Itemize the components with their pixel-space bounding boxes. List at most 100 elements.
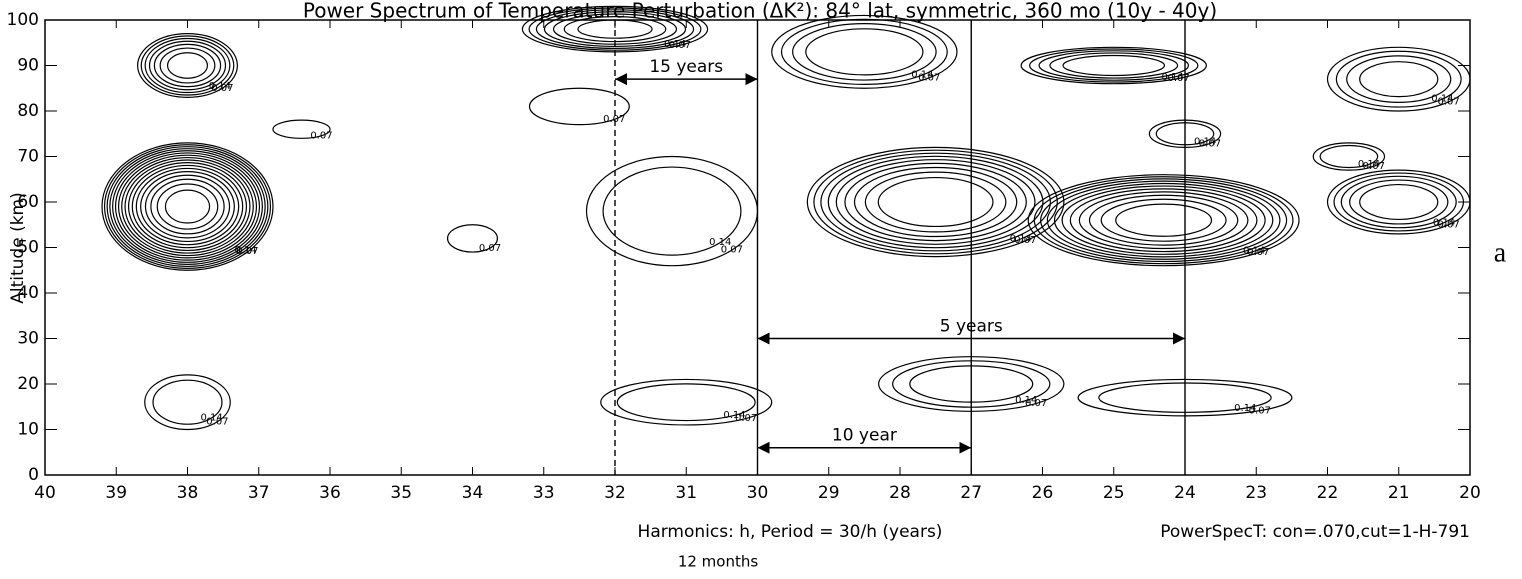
contour-label: 0.14 (1010, 233, 1032, 244)
contour-line (1049, 52, 1179, 79)
y-tick-label: 100 (7, 10, 39, 30)
x-tick-label: 32 (604, 483, 626, 503)
contour-label: 0.14 (709, 237, 731, 248)
x-tick-label: 33 (533, 483, 555, 503)
contour-line (616, 383, 756, 422)
contour-line (853, 166, 1018, 238)
x-tick-label: 23 (1245, 483, 1267, 503)
x-tick-label: 27 (960, 483, 982, 503)
contour-line (446, 224, 499, 253)
contour-line (144, 37, 231, 94)
contour-line (820, 152, 1051, 252)
span-label: 10 year (832, 426, 897, 446)
y-tick-label: 90 (17, 56, 39, 76)
contour-label: 0.07 (211, 83, 233, 94)
contour-line (127, 162, 248, 252)
contour-line (1115, 203, 1213, 237)
y-tick-label: 40 (17, 283, 39, 303)
contour-line (101, 142, 274, 271)
contour-label: 0.07 (669, 40, 691, 51)
contour-label: 0.14 (1015, 395, 1037, 406)
contour-line (148, 40, 227, 91)
x-tick-label: 39 (105, 483, 127, 503)
contour-line (1326, 46, 1471, 112)
contour-line (528, 87, 630, 126)
y-tick-label: 20 (17, 374, 39, 394)
contour-line (144, 374, 231, 431)
y-axis-label: Altitude (km) (8, 192, 28, 304)
contour-line (1040, 178, 1288, 263)
contour-label: 0.07 (1199, 138, 1221, 149)
contour-line (1346, 55, 1452, 104)
x-tick-label: 24 (1174, 483, 1196, 503)
contour-line (272, 119, 331, 139)
contour-label: 0.14 (1431, 94, 1453, 105)
contour-line (150, 178, 225, 235)
contour-label: 0.07 (603, 114, 625, 125)
y-tick-label: 10 (17, 420, 39, 440)
contour-line (844, 162, 1027, 242)
contour-line (805, 28, 924, 76)
contour-line (117, 154, 258, 259)
contour-line (813, 149, 1058, 255)
x-tick-label: 25 (1103, 483, 1125, 503)
contour-line (156, 183, 219, 230)
x-tick-label: 38 (177, 483, 199, 503)
contour-label: 0.07 (479, 243, 501, 254)
contour-line (1046, 180, 1281, 260)
y-tick-label: 80 (17, 101, 39, 121)
contour-line (600, 378, 773, 426)
x-tick-label: 40 (34, 483, 56, 503)
contour-line (1088, 194, 1239, 246)
contour-label: 0.14 (1243, 246, 1265, 257)
contour-label: 0.07 (1363, 161, 1385, 172)
contour-line (164, 189, 211, 224)
contour-line (140, 35, 235, 96)
contour-line (106, 146, 269, 268)
contour-line (1029, 48, 1199, 83)
contour-line (1053, 182, 1274, 258)
contour-line (1333, 172, 1465, 232)
contour-line (1033, 176, 1294, 265)
x-tick-label: 36 (319, 483, 341, 503)
contour-line (159, 47, 216, 84)
contour-label: 0.14 (200, 413, 222, 424)
contour-line (144, 174, 231, 239)
contour-line (1100, 198, 1227, 242)
contour-label: 0.07 (1167, 73, 1189, 84)
contour-label: 0.14 (1433, 217, 1455, 228)
contour-line (131, 164, 244, 249)
contour-line (602, 166, 742, 256)
contour-line (827, 155, 1044, 249)
contour-line (166, 52, 209, 79)
contour-line (771, 14, 958, 89)
contour-label: 0.14 (911, 70, 933, 81)
contour-line (103, 144, 272, 269)
x-tick-label: 28 (889, 483, 911, 503)
contour-line (1312, 142, 1386, 171)
chart-title: Power Spectrum of Temperature Perturbati… (303, 0, 1217, 23)
span-label: 15 years (649, 57, 723, 77)
contour-label: 0.07 (1437, 96, 1459, 107)
x-tick-label: 21 (1388, 483, 1410, 503)
contour-line (114, 152, 261, 261)
contour-label: 0.14 (209, 81, 231, 92)
contour-line (835, 159, 1036, 245)
contour-line (1359, 61, 1439, 98)
contour-line (1061, 185, 1266, 255)
contour-label: 0.07 (1249, 405, 1271, 416)
x-axis-label: Harmonics: h, Period = 30/h (years) (638, 522, 943, 542)
contour-line (1020, 46, 1207, 85)
contour-line (1335, 50, 1462, 108)
contour-line (877, 176, 994, 228)
contour-label: 0.14 (1162, 72, 1184, 83)
contour-line (153, 43, 222, 88)
y-tick-label: 70 (17, 147, 39, 167)
x-tick-label: 29 (818, 483, 840, 503)
contour-line (792, 23, 937, 81)
contour-line (1359, 183, 1439, 221)
x-tick-label: 34 (462, 483, 484, 503)
contour-line (1062, 54, 1166, 77)
contour-line (806, 146, 1065, 258)
